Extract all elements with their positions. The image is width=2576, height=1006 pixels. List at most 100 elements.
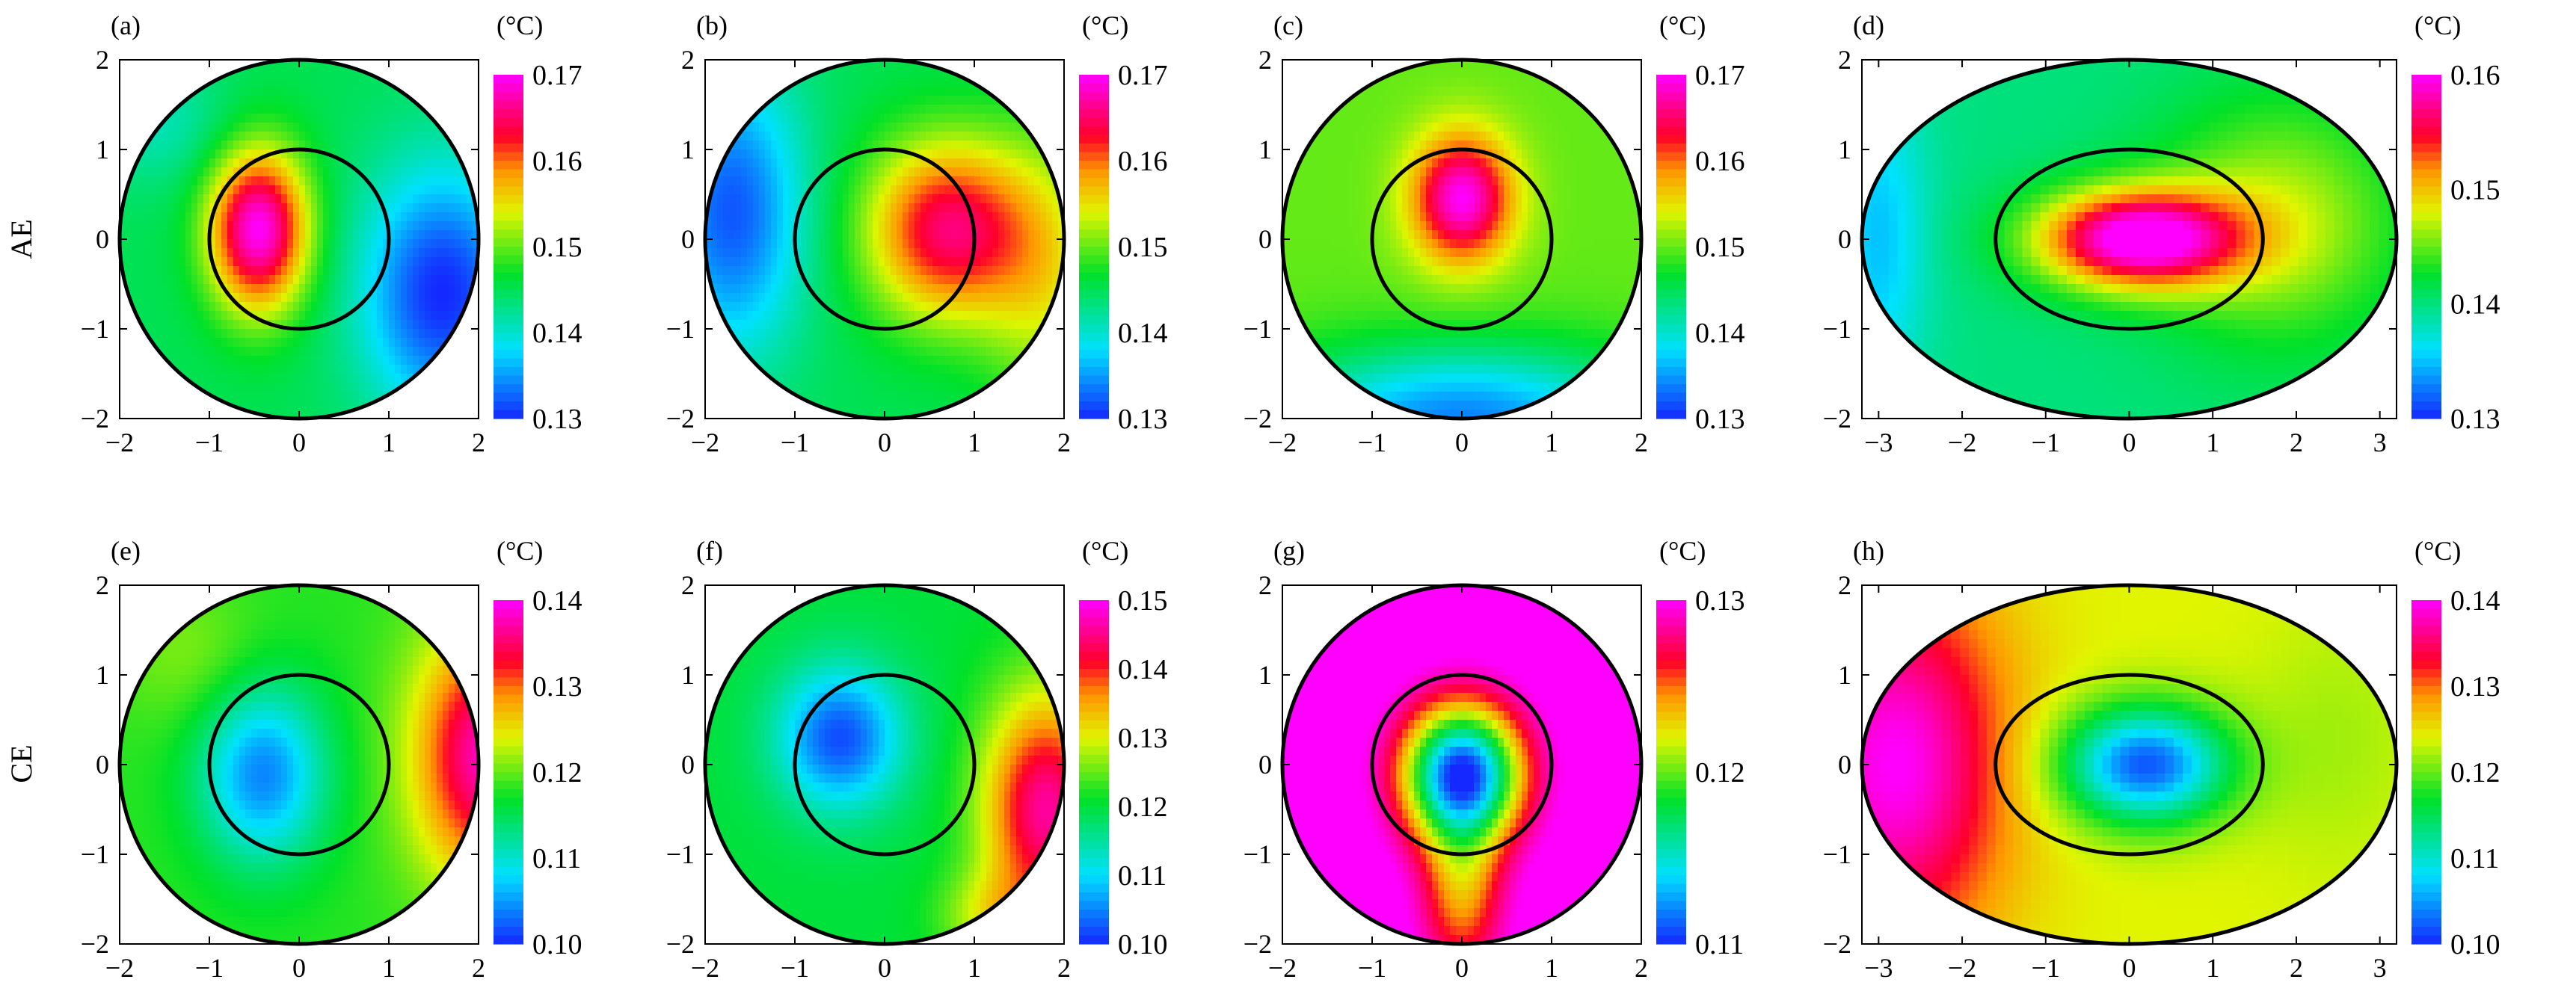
x-tick-label: −1 <box>195 428 224 457</box>
y-tick-label: 1 <box>1258 135 1272 164</box>
x-tick-label: −1 <box>781 953 809 983</box>
colorbar-unit-label: (°C) <box>1659 536 1706 566</box>
y-tick-label: 0 <box>681 224 695 254</box>
x-tick-label: 0 <box>292 428 306 457</box>
x-tick-label: 2 <box>1057 428 1071 457</box>
x-tick-label: −1 <box>2032 428 2060 457</box>
x-tick-label: −1 <box>1358 428 1386 457</box>
colorbar-unit-label: (°C) <box>2414 536 2461 566</box>
inner-boundary <box>1994 673 2265 857</box>
y-tick-label: 1 <box>1838 660 1851 690</box>
colorbar-tick-label: 0.10 <box>532 929 582 960</box>
colorbar-tick-label: 0.15 <box>1118 585 1168 617</box>
colorbar-tick-label: 0.14 <box>532 318 582 349</box>
x-tick-label: −2 <box>1268 428 1297 457</box>
y-tick-label: −1 <box>666 839 695 869</box>
x-tick-label: −2 <box>1268 953 1297 983</box>
x-tick-label: −1 <box>195 953 224 983</box>
x-tick-label: −2 <box>1948 953 1976 983</box>
colorbar: 0.13 0.14 0.15 0.16 0.17 (°C) <box>1656 10 1745 435</box>
colorbar-tick-label: 0.12 <box>1695 757 1745 789</box>
x-tick-label: 2 <box>2290 428 2303 457</box>
panel-b: −2 −1 0 1 2−2−1012(b)0.130.140.150.160.17(°C… <box>666 10 1168 457</box>
colorbar-tick-label: 0.17 <box>1118 60 1168 91</box>
colorbar-tick-label: 0.15 <box>532 232 582 263</box>
colorbar-tick-label: 0.13 <box>1118 404 1168 435</box>
panel-label: (b) <box>696 10 728 40</box>
panel-label: (f) <box>696 536 723 566</box>
panel-label: (c) <box>1273 10 1303 40</box>
colorbar-tick-label: 0.14 <box>2450 289 2500 321</box>
y-tick-label: −2 <box>81 929 109 959</box>
panel-h: −3 −2 −1 0 1 2 3−2−1012(h)0.100.110.120.130.14… <box>1823 536 2500 983</box>
x-tick-label: −3 <box>1864 953 1893 983</box>
colorbar-tick-label: 0.13 <box>2450 671 2500 703</box>
colorbar-tick-label: 0.17 <box>532 60 582 91</box>
x-tick-label: 2 <box>1635 953 1648 983</box>
colorbar-tick-label: 0.11 <box>1695 929 1744 960</box>
y-tick-label: 2 <box>681 570 695 600</box>
y-tick-label: 0 <box>1258 750 1272 780</box>
inner-boundary <box>1370 147 1554 331</box>
y-tick-label: −2 <box>666 404 695 433</box>
colorbar: 0.11 0.12 0.13 (°C) <box>1656 536 1745 960</box>
colorbar-tick-label: 0.16 <box>1695 146 1745 177</box>
colorbar-tick-label: 0.16 <box>2450 60 2500 91</box>
x-tick-label: 2 <box>472 428 485 457</box>
y-tick-label: −2 <box>666 929 695 959</box>
x-tick-label: 3 <box>2373 953 2387 983</box>
row-label-ce: CE <box>4 744 38 783</box>
y-tick-label: −2 <box>1244 929 1272 959</box>
colorbar-tick-label: 0.14 <box>532 585 582 617</box>
y-tick-label: −1 <box>1244 839 1272 869</box>
x-tick-label: 0 <box>2123 953 2136 983</box>
x-tick-label: 1 <box>968 428 981 457</box>
y-tick-label: 1 <box>96 135 109 164</box>
y-tick-label: −2 <box>1823 929 1851 959</box>
y-tick-label: 1 <box>96 660 109 690</box>
x-tick-label: 2 <box>1057 953 1071 983</box>
colorbar-tick-label: 0.13 <box>2450 404 2500 435</box>
colorbar-tick-label: 0.14 <box>1695 318 1745 349</box>
x-tick-label: −1 <box>1358 953 1386 983</box>
inner-boundary <box>1370 673 1554 857</box>
y-tick-label: −2 <box>1244 404 1272 433</box>
colorbar-tick-label: 0.16 <box>1118 146 1168 177</box>
x-tick-label: −2 <box>691 428 719 457</box>
colorbar-tick-label: 0.13 <box>532 671 582 703</box>
colorbar: 0.10 0.11 0.12 0.13 0.14 (°C) <box>494 536 582 960</box>
y-tick-label: 0 <box>96 224 109 254</box>
y-tick-label: 2 <box>1258 570 1272 600</box>
colorbar-tick-label: 0.11 <box>532 843 581 874</box>
y-tick-label: 2 <box>96 570 109 600</box>
x-tick-label: 0 <box>1455 428 1469 457</box>
x-tick-label: −2 <box>105 428 134 457</box>
x-tick-label: −3 <box>1864 428 1893 457</box>
colorbar-tick-label: 0.15 <box>2450 174 2500 206</box>
y-tick-label: 1 <box>1258 660 1272 690</box>
panel-label: (h) <box>1853 536 1884 566</box>
panel-f: −2 −1 0 1 2−2−1012(f)0.100.110.120.130.140.1… <box>666 536 1168 983</box>
colorbar-tick-label: 0.17 <box>1695 60 1745 91</box>
x-tick-label: 1 <box>382 953 396 983</box>
x-tick-label: 1 <box>382 428 396 457</box>
y-tick-label: −1 <box>1823 839 1851 869</box>
panel-label: (a) <box>111 10 141 40</box>
x-tick-label: 2 <box>1635 428 1648 457</box>
inner-boundary <box>207 673 391 857</box>
colorbar-tick-label: 0.12 <box>1118 791 1168 823</box>
y-tick-label: 2 <box>681 45 695 75</box>
x-tick-label: 2 <box>2290 953 2303 983</box>
x-tick-label: 2 <box>472 953 485 983</box>
colorbar-tick-label: 0.14 <box>1118 318 1168 349</box>
y-tick-label: −1 <box>81 839 109 869</box>
x-tick-label: −2 <box>691 953 719 983</box>
colorbar-unit-label: (°C) <box>1082 536 1128 566</box>
panel-label: (g) <box>1273 536 1305 566</box>
x-tick-label: 0 <box>878 953 891 983</box>
y-tick-label: 0 <box>96 750 109 780</box>
x-tick-label: 1 <box>1545 428 1558 457</box>
y-tick-label: 2 <box>1838 45 1851 75</box>
colorbar-tick-label: 0.11 <box>1118 860 1166 892</box>
